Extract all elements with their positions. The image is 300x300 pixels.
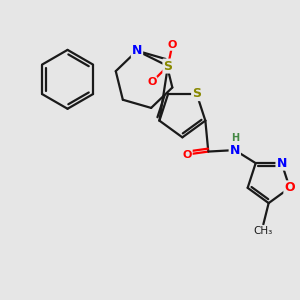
Text: S: S [164, 60, 172, 73]
Text: O: O [168, 40, 177, 50]
Text: N: N [276, 157, 287, 170]
Text: N: N [132, 44, 142, 57]
Text: O: O [147, 77, 156, 87]
Text: O: O [182, 149, 192, 160]
Text: H: H [231, 133, 239, 143]
Text: N: N [230, 144, 240, 157]
Text: S: S [192, 87, 201, 100]
Text: CH₃: CH₃ [254, 226, 273, 236]
Text: O: O [284, 181, 295, 194]
